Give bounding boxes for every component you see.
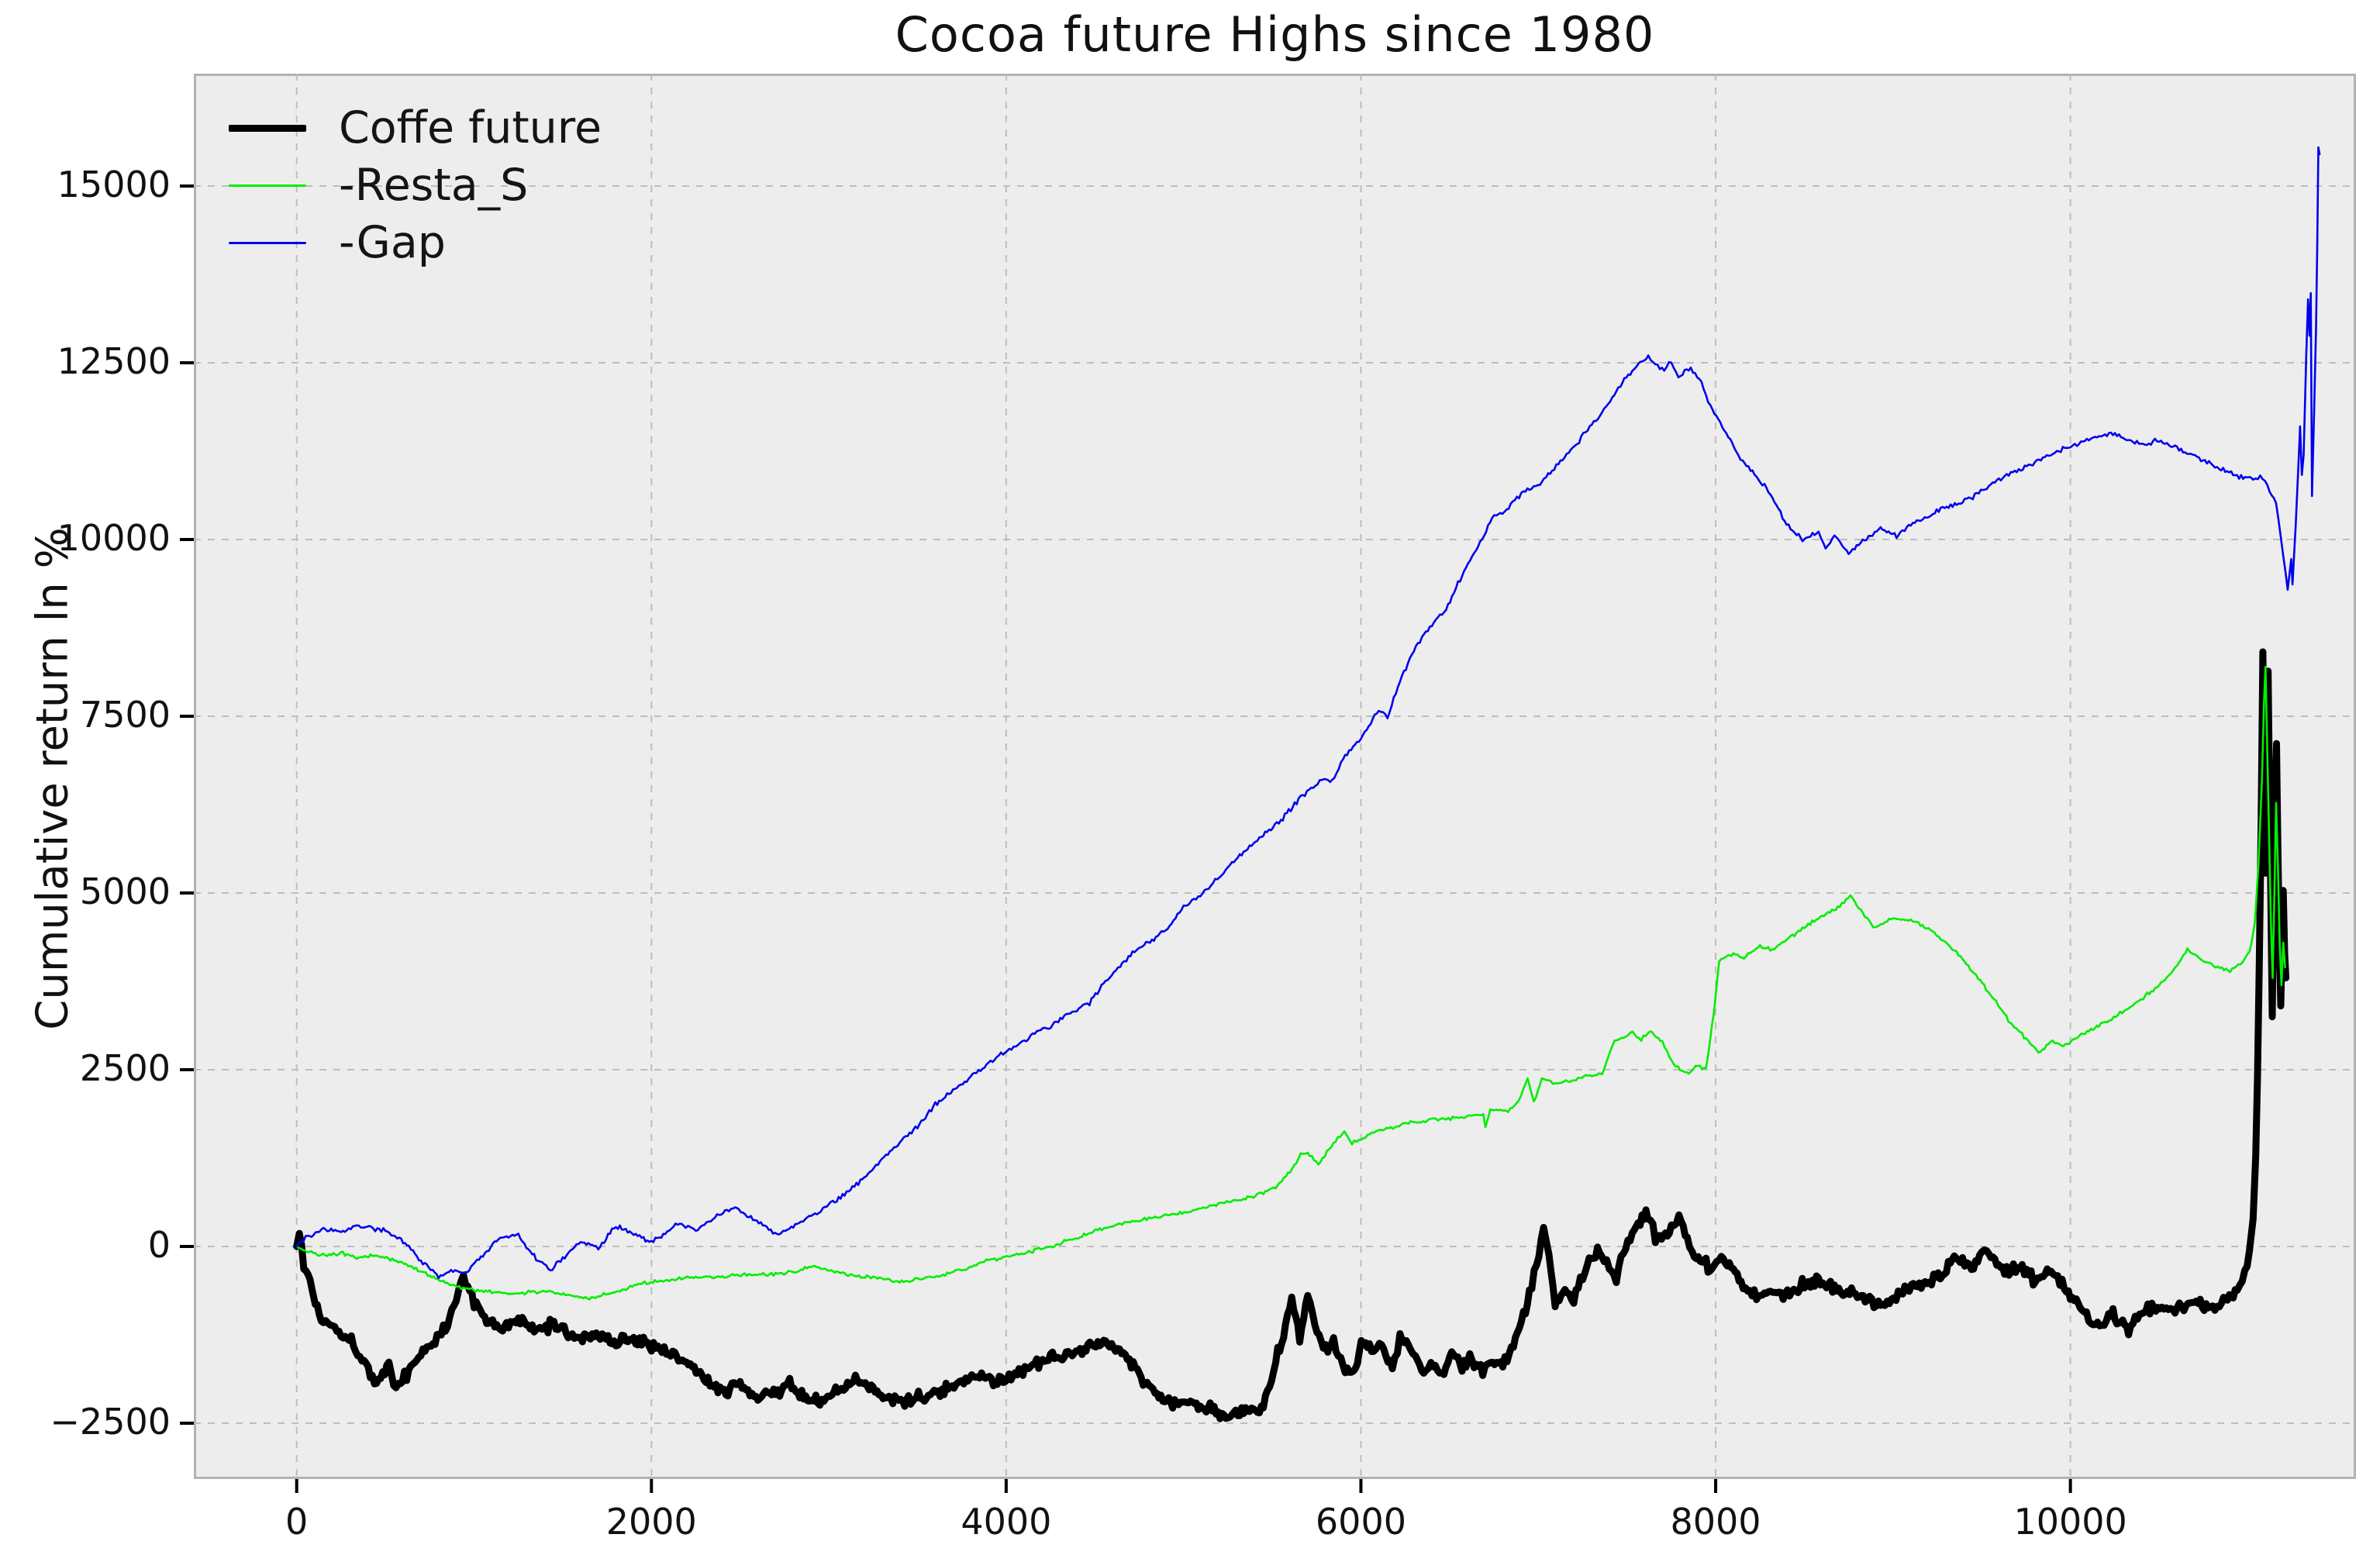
legend-item-resta-s: -Resta_S <box>229 157 602 214</box>
legend-line-black-icon <box>229 124 306 132</box>
legend-label: -Resta_S <box>339 160 529 211</box>
y-tick-label: 0 <box>147 1224 171 1267</box>
chart-title: Cocoa future Highs since 1980 <box>895 6 1655 63</box>
y-tick-label: −2500 <box>50 1401 171 1443</box>
series-line--gap <box>295 146 2321 1280</box>
series-line--resta-s <box>295 666 2286 1301</box>
x-tick-label: 4000 <box>961 1501 1052 1543</box>
legend-line-green-icon <box>229 184 306 187</box>
legend: Coffe future -Resta_S -Gap <box>229 99 602 271</box>
plot-area <box>194 74 2356 1479</box>
y-tick-label: 12500 <box>57 340 171 382</box>
y-tick-label: 7500 <box>79 694 171 736</box>
legend-label: Coffe future <box>339 102 602 153</box>
x-tick-label: 6000 <box>1315 1501 1406 1543</box>
x-tick-label: 0 <box>285 1501 309 1543</box>
y-tick-label: 5000 <box>79 871 171 913</box>
y-tick-label: 2500 <box>79 1047 171 1090</box>
legend-item-gap: -Gap <box>229 214 602 271</box>
legend-label: -Gap <box>339 217 446 268</box>
x-tick-label: 10000 <box>2013 1501 2127 1543</box>
legend-line-blue-icon <box>229 241 306 244</box>
legend-item-coffe-future: Coffe future <box>229 99 602 157</box>
x-tick-label: 2000 <box>605 1501 697 1543</box>
y-tick-label: 15000 <box>57 164 171 205</box>
series-line-coffe-future <box>293 648 2290 1422</box>
y-tick-label: 10000 <box>57 517 171 560</box>
x-tick-label: 8000 <box>1670 1501 1761 1543</box>
